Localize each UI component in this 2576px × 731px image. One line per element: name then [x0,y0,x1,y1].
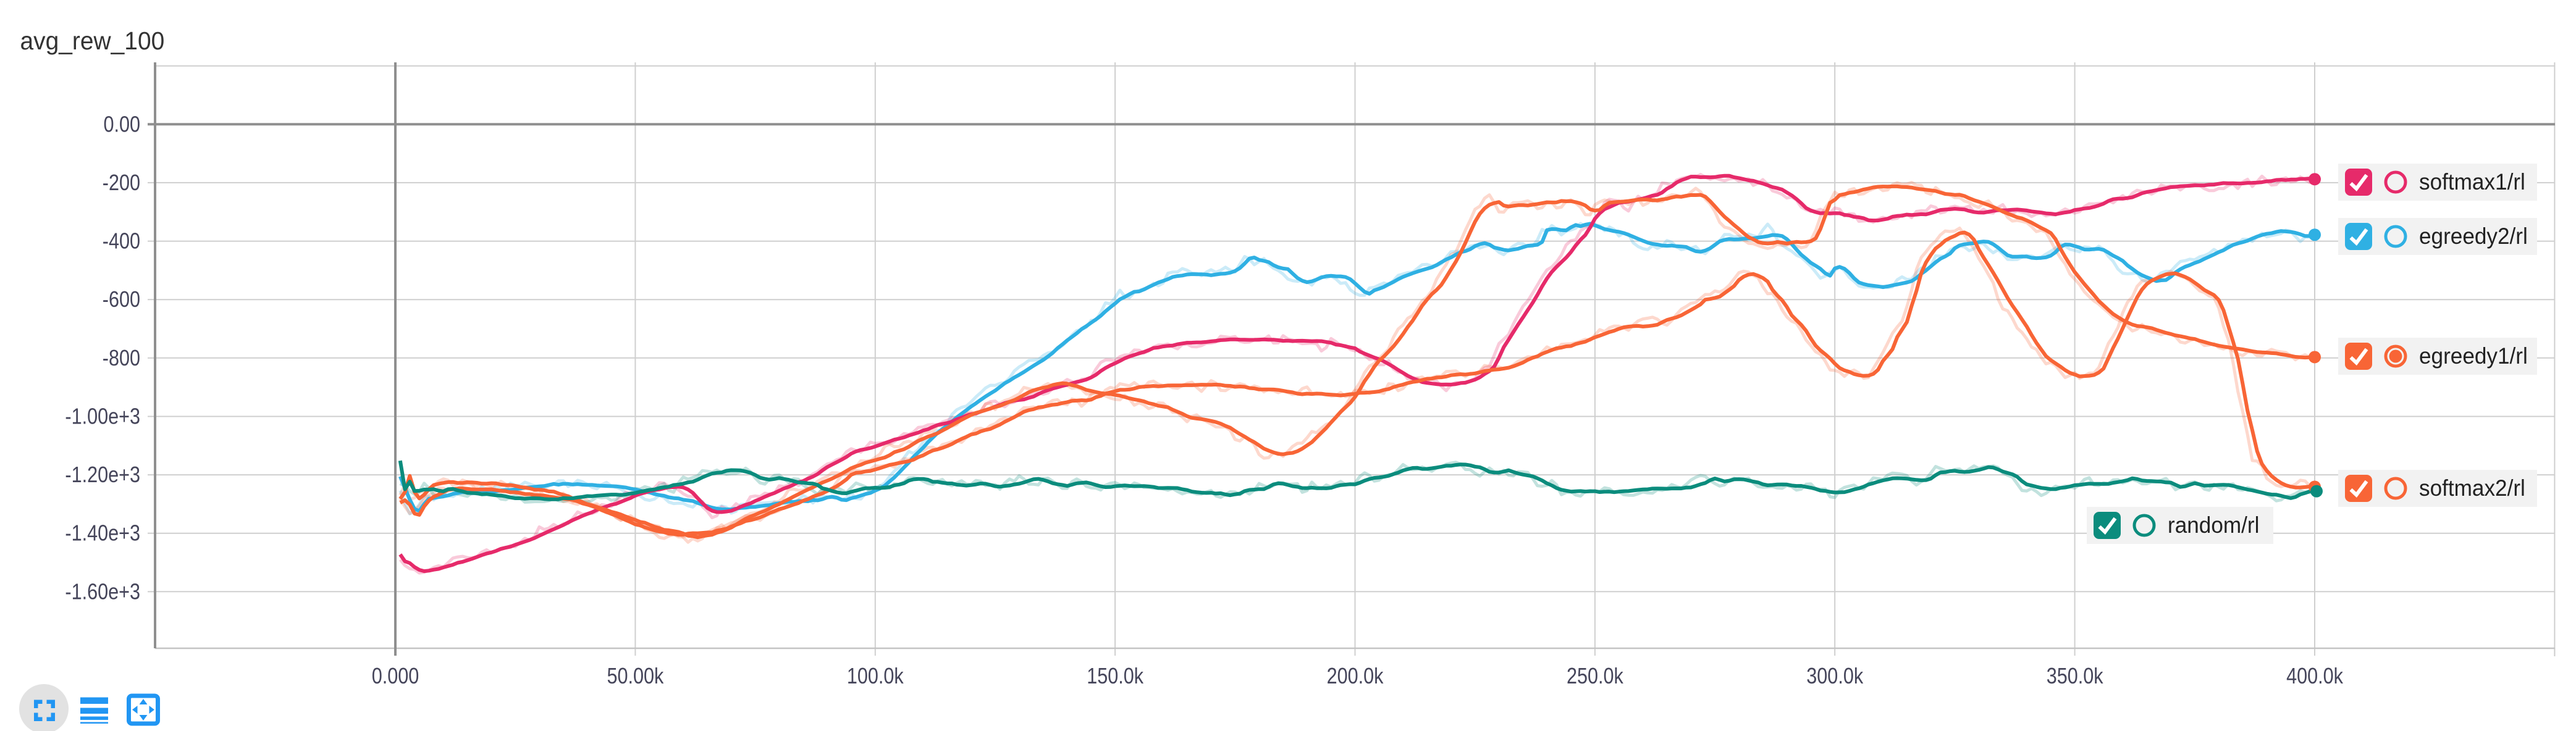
svg-text:50.00k: 50.00k [607,664,663,689]
svg-text:300.0k: 300.0k [1806,664,1863,689]
svg-text:-1.20e+3: -1.20e+3 [65,463,140,488]
svg-text:150.0k: 150.0k [1087,664,1143,689]
svg-text:-1.00e+3: -1.00e+3 [65,404,140,429]
svg-text:100.0k: 100.0k [847,664,904,689]
svg-text:egreedy1/rl: egreedy1/rl [2419,343,2528,369]
svg-text:avg_rew_100: avg_rew_100 [20,27,165,55]
svg-text:-800: -800 [103,346,140,371]
svg-text:-600: -600 [103,288,140,312]
svg-text:-400: -400 [103,229,140,254]
svg-text:softmax1/rl: softmax1/rl [2419,169,2525,194]
svg-text:0.00: 0.00 [103,112,140,137]
svg-text:0.000: 0.000 [372,664,419,689]
svg-text:400.0k: 400.0k [2286,664,2343,689]
svg-text:random/rl: random/rl [2168,512,2259,538]
svg-text:egreedy2/rl: egreedy2/rl [2419,223,2528,249]
svg-text:-200: -200 [103,171,140,196]
svg-text:-1.40e+3: -1.40e+3 [65,521,140,546]
svg-text:250.0k: 250.0k [1567,664,1623,689]
svg-text:350.0k: 350.0k [2047,664,2103,689]
svg-text:-1.60e+3: -1.60e+3 [65,580,140,604]
svg-text:softmax2/rl: softmax2/rl [2419,475,2525,501]
svg-text:200.0k: 200.0k [1327,664,1384,689]
